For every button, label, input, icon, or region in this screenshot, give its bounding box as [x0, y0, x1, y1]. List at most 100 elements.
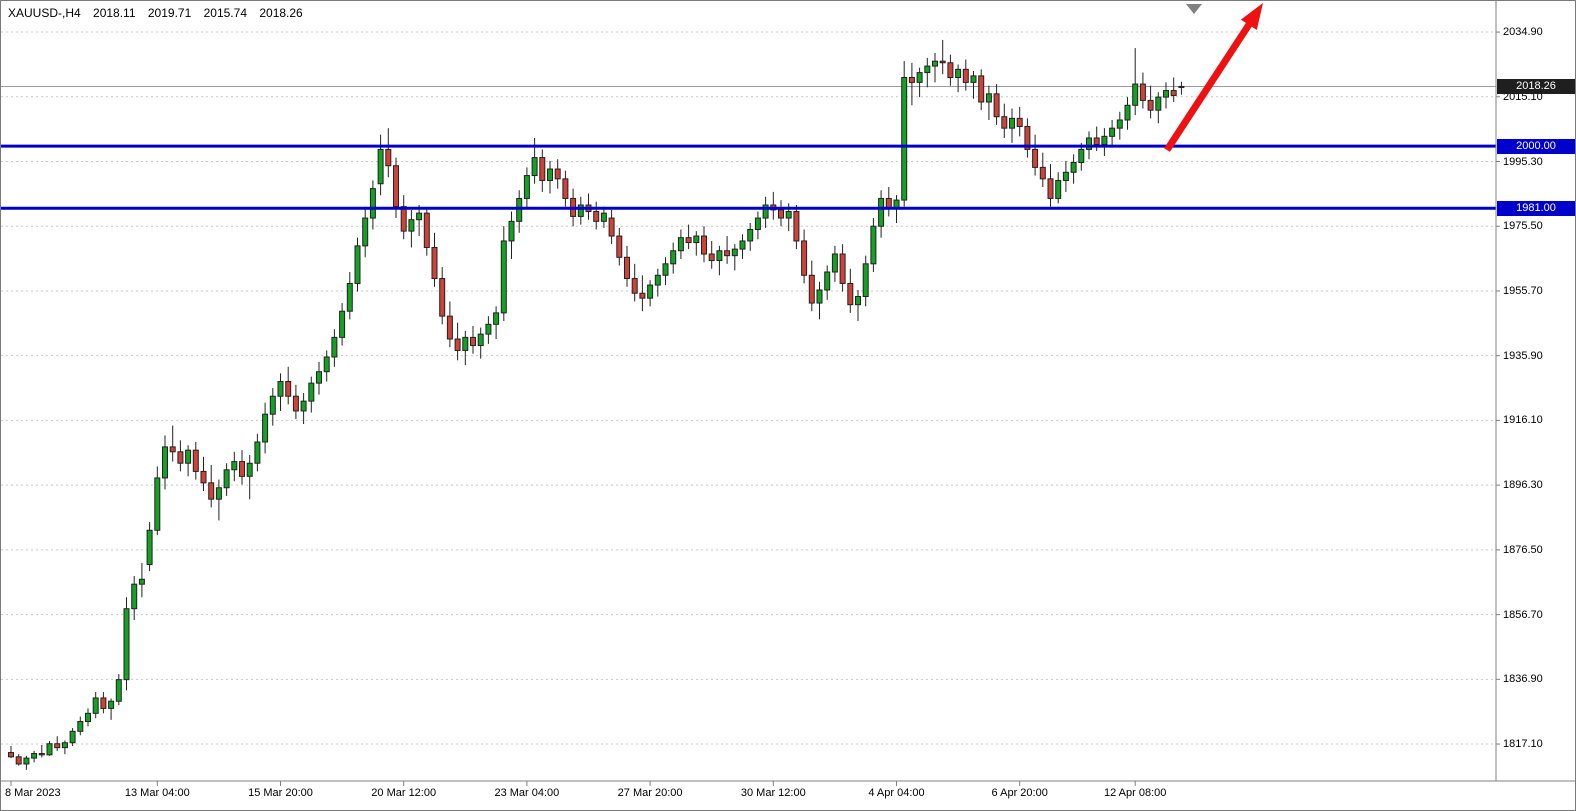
- current-price-tag: 2018.26: [1497, 79, 1575, 95]
- bull-candle-body: [323, 356, 330, 373]
- bull-candle-body: [1055, 179, 1062, 199]
- bear-candle-body: [847, 282, 854, 306]
- bull-candle-body: [878, 197, 885, 227]
- trend-arrow-line[interactable]: [1164, 21, 1253, 152]
- bull-candle-body: [731, 248, 738, 257]
- price-axis[interactable]: 2034.90 2015.10 1995.30 1975.50 1955.70 1935.…: [1497, 1, 1575, 781]
- bull-candle-body: [131, 583, 138, 610]
- bear-candle-body: [839, 253, 846, 284]
- bear-candle-body: [1139, 83, 1146, 101]
- bull-candle-body: [1178, 85, 1185, 88]
- bear-candle-body: [169, 446, 176, 453]
- bull-candle-body: [493, 312, 500, 325]
- time-axis-label: 12 Apr 08:00: [1103, 787, 1167, 799]
- bull-candle-body: [500, 240, 507, 314]
- bull-candle-body: [262, 413, 269, 443]
- bear-candle-body: [239, 461, 245, 477]
- price-axis-label: 1836.90: [1503, 673, 1543, 686]
- price-axis-label: 1916.10: [1503, 414, 1543, 427]
- bull-candle-body: [654, 274, 661, 286]
- bull-candle-body: [754, 217, 761, 231]
- bear-candle-body: [192, 449, 199, 472]
- bear-candle-body: [724, 250, 731, 257]
- bull-candle-body: [77, 720, 84, 732]
- bull-candle-body: [762, 204, 769, 219]
- bull-candle-body: [85, 712, 91, 722]
- bear-candle-body: [1170, 90, 1177, 96]
- low-value: 2015.74: [203, 6, 247, 20]
- bull-candle-body: [146, 529, 153, 566]
- bear-candle-body: [1039, 166, 1046, 180]
- bull-candle-body: [662, 263, 669, 276]
- time-axis-label: 30 Mar 12:00: [740, 787, 806, 799]
- time-axis-label: 23 Mar 04:00: [494, 787, 560, 799]
- bull-candle-body: [300, 400, 307, 412]
- bear-candle-body: [177, 451, 184, 464]
- chart-shift-marker-icon[interactable]: [1186, 4, 1202, 14]
- bear-candle-body: [616, 235, 623, 258]
- bull-candle-body: [693, 235, 700, 244]
- symbol-timeframe-label: XAUUSD-,H4: [8, 6, 81, 20]
- bull-candle-body: [1132, 83, 1139, 106]
- price-axis-label: 1995.30: [1503, 155, 1543, 168]
- close-value: 2018.26: [259, 6, 303, 20]
- time-axis[interactable]: 8 Mar 2023 13 Mar 04:00 15 Mar 20:00 20 Mar…: [1, 782, 1575, 810]
- bull-candle-body: [531, 157, 538, 177]
- bull-candle-body: [970, 75, 977, 83]
- bear-candle-body: [54, 743, 61, 749]
- bull-candle-body: [108, 700, 115, 709]
- bear-candle-body: [631, 278, 638, 294]
- bear-candle-body: [1016, 117, 1023, 128]
- bull-candle-body: [377, 148, 384, 185]
- bull-candle-body: [362, 217, 369, 247]
- bear-candle-body: [439, 278, 446, 317]
- bear-candle-body: [1093, 137, 1100, 146]
- bull-candle-body: [123, 608, 130, 681]
- bull-candle-body: [816, 289, 823, 304]
- high-value: 2019.71: [147, 6, 192, 20]
- hline-price-tag: 1981.00: [1497, 201, 1575, 217]
- bull-candle-body: [277, 381, 284, 397]
- bear-candle-body: [701, 235, 707, 255]
- bull-candle-body: [1062, 171, 1069, 181]
- price-axis-label: 1856.70: [1503, 608, 1543, 621]
- bull-candle-body: [1109, 127, 1116, 137]
- price-axis-label: 1955.70: [1503, 284, 1543, 297]
- bull-candle-body: [862, 263, 869, 298]
- chart-ohlc-header: XAUUSD-,H4 2018.11 2019.71 2015.74 2018.…: [8, 6, 312, 20]
- bear-candle-body: [15, 756, 22, 765]
- bull-candle-body: [231, 461, 238, 471]
- price-axis-label: 2034.90: [1503, 26, 1543, 39]
- time-axis-label: 20 Mar 12:00: [371, 787, 437, 799]
- bull-candle-body: [46, 743, 53, 756]
- bull-candle-body: [1009, 117, 1015, 129]
- bull-candle-body: [1163, 90, 1169, 98]
- bear-candle-body: [562, 178, 569, 199]
- bull-candle-body: [346, 282, 353, 312]
- price-axis-label: 1975.50: [1503, 220, 1543, 233]
- bear-candle-body: [801, 240, 808, 276]
- bear-candle-body: [539, 157, 546, 181]
- bull-candle-body: [331, 336, 338, 358]
- price-axis-label: 1876.50: [1503, 543, 1543, 556]
- bear-candle-body: [908, 76, 915, 83]
- bull-candle-body: [855, 296, 861, 306]
- time-axis-label: 15 Mar 20:00: [248, 787, 313, 799]
- bull-candle-body: [69, 730, 76, 744]
- bear-candle-body: [608, 217, 615, 237]
- bull-candle-body: [254, 441, 261, 464]
- bull-candle-body: [924, 65, 931, 74]
- bull-candle-body: [1086, 137, 1092, 150]
- bull-candle-body: [485, 323, 492, 335]
- bear-candle-body: [1147, 99, 1154, 111]
- bear-candle-body: [639, 292, 646, 299]
- bear-candle-body: [808, 274, 815, 304]
- bull-candle-body: [647, 284, 654, 299]
- bear-candle-body: [962, 68, 969, 83]
- bear-candle-body: [431, 246, 438, 280]
- trend-arrow-head[interactable]: [1240, 3, 1263, 30]
- bear-candle-body: [978, 75, 985, 103]
- bear-candle-body: [446, 315, 453, 340]
